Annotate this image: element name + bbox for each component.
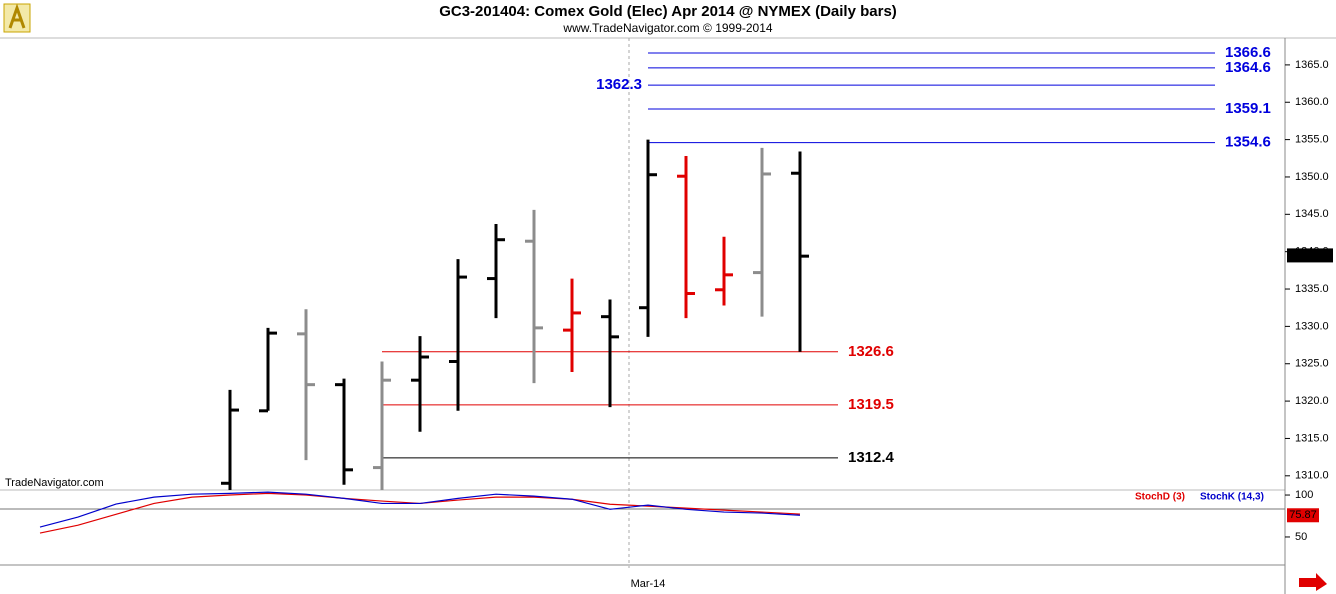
chart-subtitle: www.TradeNavigator.com © 1999-2014 <box>562 21 772 35</box>
y-tick-label: 1350.0 <box>1295 171 1329 183</box>
level-label: 1362.3 <box>596 76 642 93</box>
stoch-line <box>39 491 801 528</box>
x-tick-label: Mar-14 <box>631 578 666 590</box>
level-label: 1312.4 <box>848 449 895 466</box>
y-tick-label: 100 <box>1295 489 1313 501</box>
y-tick-label: 1335.0 <box>1295 283 1329 295</box>
price-box-label: 1339.5 <box>1293 249 1327 261</box>
legend-entry: StochD (3) <box>1135 492 1185 503</box>
logo <box>3 3 31 33</box>
price-box <box>1287 248 1333 263</box>
level-label: 1366.6 <box>1225 44 1271 61</box>
level-label: 1359.1 <box>1225 100 1271 117</box>
y-tick-label: 1330.0 <box>1295 320 1329 332</box>
y-tick-label: 1345.0 <box>1295 208 1329 220</box>
y-tick-label: 1310.0 <box>1295 470 1329 482</box>
y-tick-label: 1325.0 <box>1295 358 1329 370</box>
level-label: 1354.6 <box>1225 134 1271 151</box>
y-tick-label: 1355.0 <box>1295 134 1329 146</box>
legend-entry: StochK (14,3) <box>1200 492 1264 503</box>
value-box <box>1287 508 1319 523</box>
y-tick-label: 1365.0 <box>1295 59 1329 71</box>
y-tick-label: 50 <box>1295 531 1307 543</box>
level-label: 1326.6 <box>848 343 894 360</box>
chart-title: GC3-201404: Comex Gold (Elec) Apr 2014 @… <box>439 3 897 20</box>
y-tick-label: 1320.0 <box>1295 395 1329 407</box>
level-label: 1364.6 <box>1225 59 1271 76</box>
level-label: 1319.5 <box>848 396 894 413</box>
y-tick-label: 1360.0 <box>1295 96 1329 108</box>
y-tick-label: 1315.0 <box>1295 432 1329 444</box>
value-box-label: 75.87 <box>1289 509 1317 521</box>
scroll-arrow[interactable] <box>1299 573 1327 591</box>
watermark: TradeNavigator.com <box>5 477 104 489</box>
